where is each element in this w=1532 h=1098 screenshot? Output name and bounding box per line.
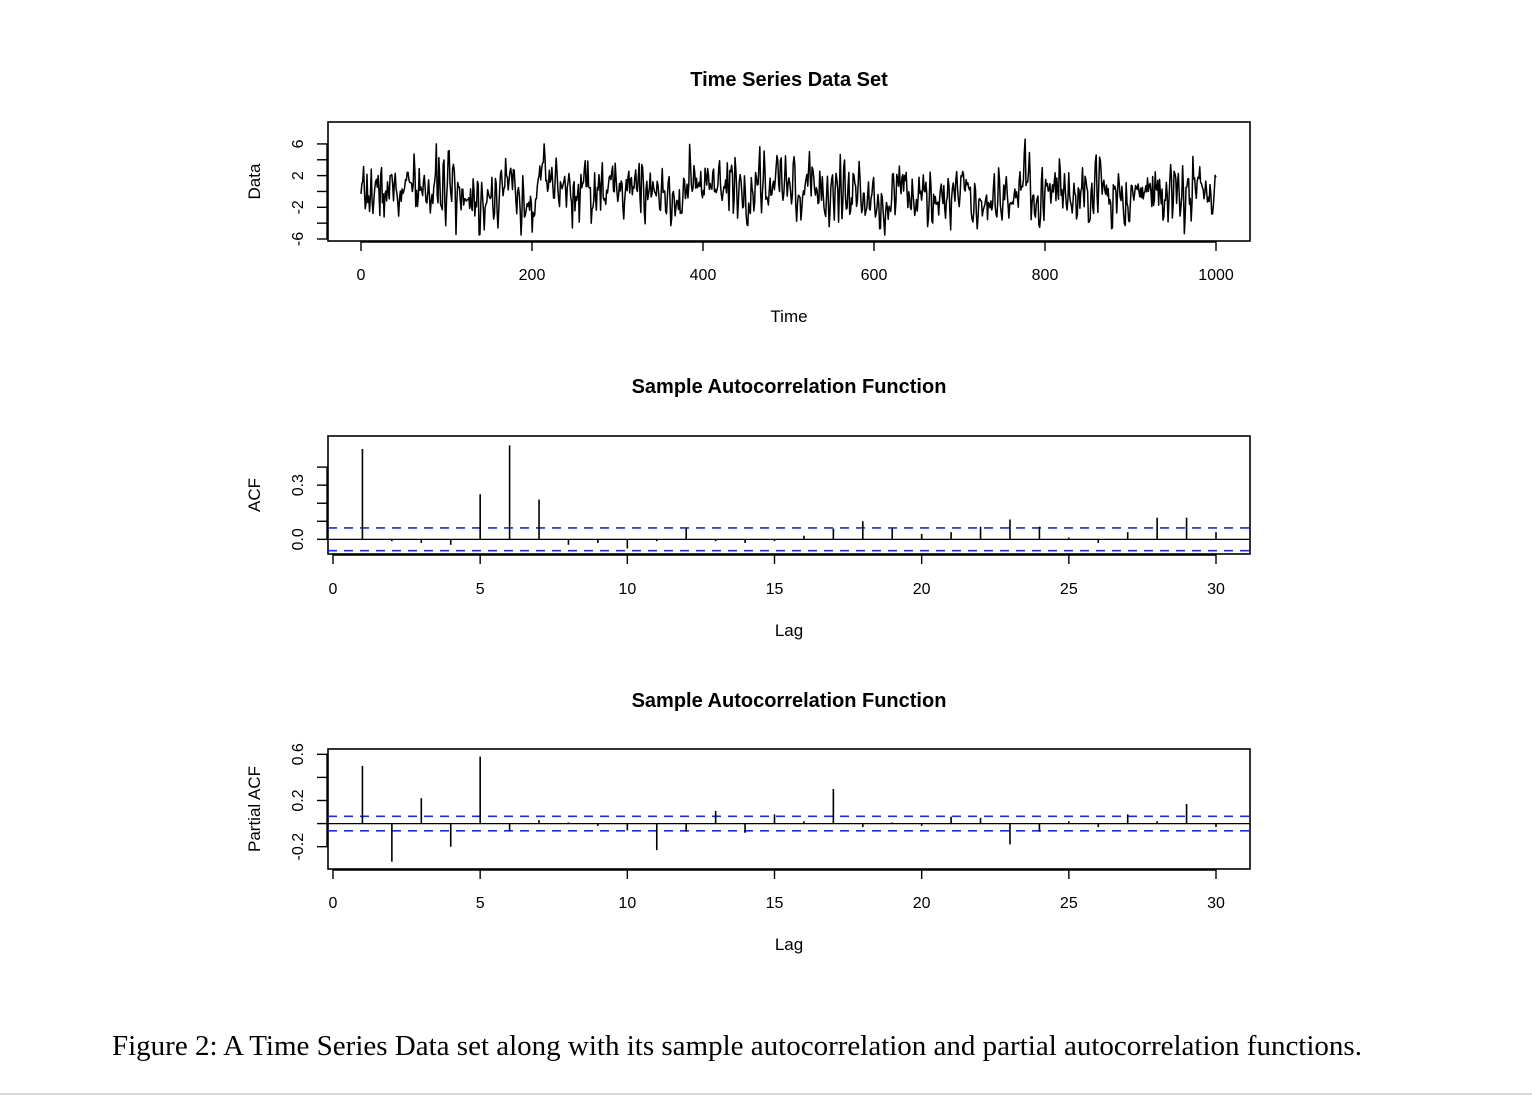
y-tick-label-0: 6 — [290, 139, 307, 148]
x-axis-label-2: Lag — [775, 935, 803, 954]
y-tick-label-0: -2 — [290, 200, 307, 214]
x-axis-label-0: Time — [770, 307, 807, 326]
x-tick-label-1: 15 — [766, 581, 784, 598]
acf-panel: Sample Autocorrelation Function 0 5 10 15 20 2… — [245, 376, 1251, 640]
x-tick-label-2: 25 — [1060, 895, 1078, 912]
y-tick-label-0: -6 — [290, 232, 307, 246]
y-axis-label-0: Data — [245, 163, 264, 199]
chart-title-2: Sample Autocorrelation Function — [632, 690, 947, 712]
x-axis-label-1: Lag — [775, 621, 803, 640]
x-tick-label-0: 400 — [690, 267, 717, 284]
x-tick-label-1: 20 — [913, 581, 931, 598]
y-tick-label-2: 0.2 — [290, 789, 307, 811]
x-tick-label-2: 15 — [766, 895, 784, 912]
y-tick-label-1: 0.3 — [290, 474, 307, 496]
x-tick-label-0: 800 — [1032, 267, 1059, 284]
time-series-line — [360, 138, 1217, 236]
x-tick-label-1: 30 — [1207, 581, 1225, 598]
x-tick-label-1: 5 — [476, 581, 485, 598]
y-tick-label-2: -0.2 — [290, 833, 307, 861]
x-tick-label-1: 0 — [329, 581, 338, 598]
y-axis-label-1: ACF — [245, 478, 264, 512]
y-tick-label-1: 0.0 — [290, 528, 307, 550]
x-tick-label-2: 30 — [1207, 895, 1225, 912]
plot-frame-2 — [327, 748, 1251, 870]
time-series-panel: Time Series Data Set 0 200 400 600 800 1000 Tim… — [245, 69, 1251, 326]
x-tick-label-1: 10 — [618, 581, 636, 598]
y-axis-label-2: Partial ACF — [245, 766, 264, 852]
chart-title-0: Time Series Data Set — [690, 69, 888, 91]
plot-frame-1 — [327, 435, 1251, 555]
chart-title-1: Sample Autocorrelation Function — [632, 376, 947, 398]
x-tick-label-2: 0 — [329, 895, 338, 912]
figure-caption: Figure 2: A Time Series Data set along w… — [112, 1030, 1362, 1062]
x-tick-label-0: 1000 — [1198, 267, 1234, 284]
x-tick-label-2: 5 — [476, 895, 485, 912]
y-tick-label-2: 0.6 — [290, 743, 307, 765]
pacf-panel: Sample Autocorrelation Function 0 5 10 15 20 2… — [245, 690, 1251, 954]
x-tick-label-0: 200 — [519, 267, 546, 284]
plot-frame-0 — [327, 121, 1251, 242]
x-tick-label-1: 25 — [1060, 581, 1078, 598]
x-tick-label-0: 600 — [861, 267, 888, 284]
y-tick-label-0: 2 — [290, 171, 307, 180]
page-bottom-rule — [0, 1093, 1532, 1095]
x-tick-label-2: 10 — [618, 895, 636, 912]
x-tick-label-2: 20 — [913, 895, 931, 912]
x-tick-label-0: 0 — [357, 267, 366, 284]
